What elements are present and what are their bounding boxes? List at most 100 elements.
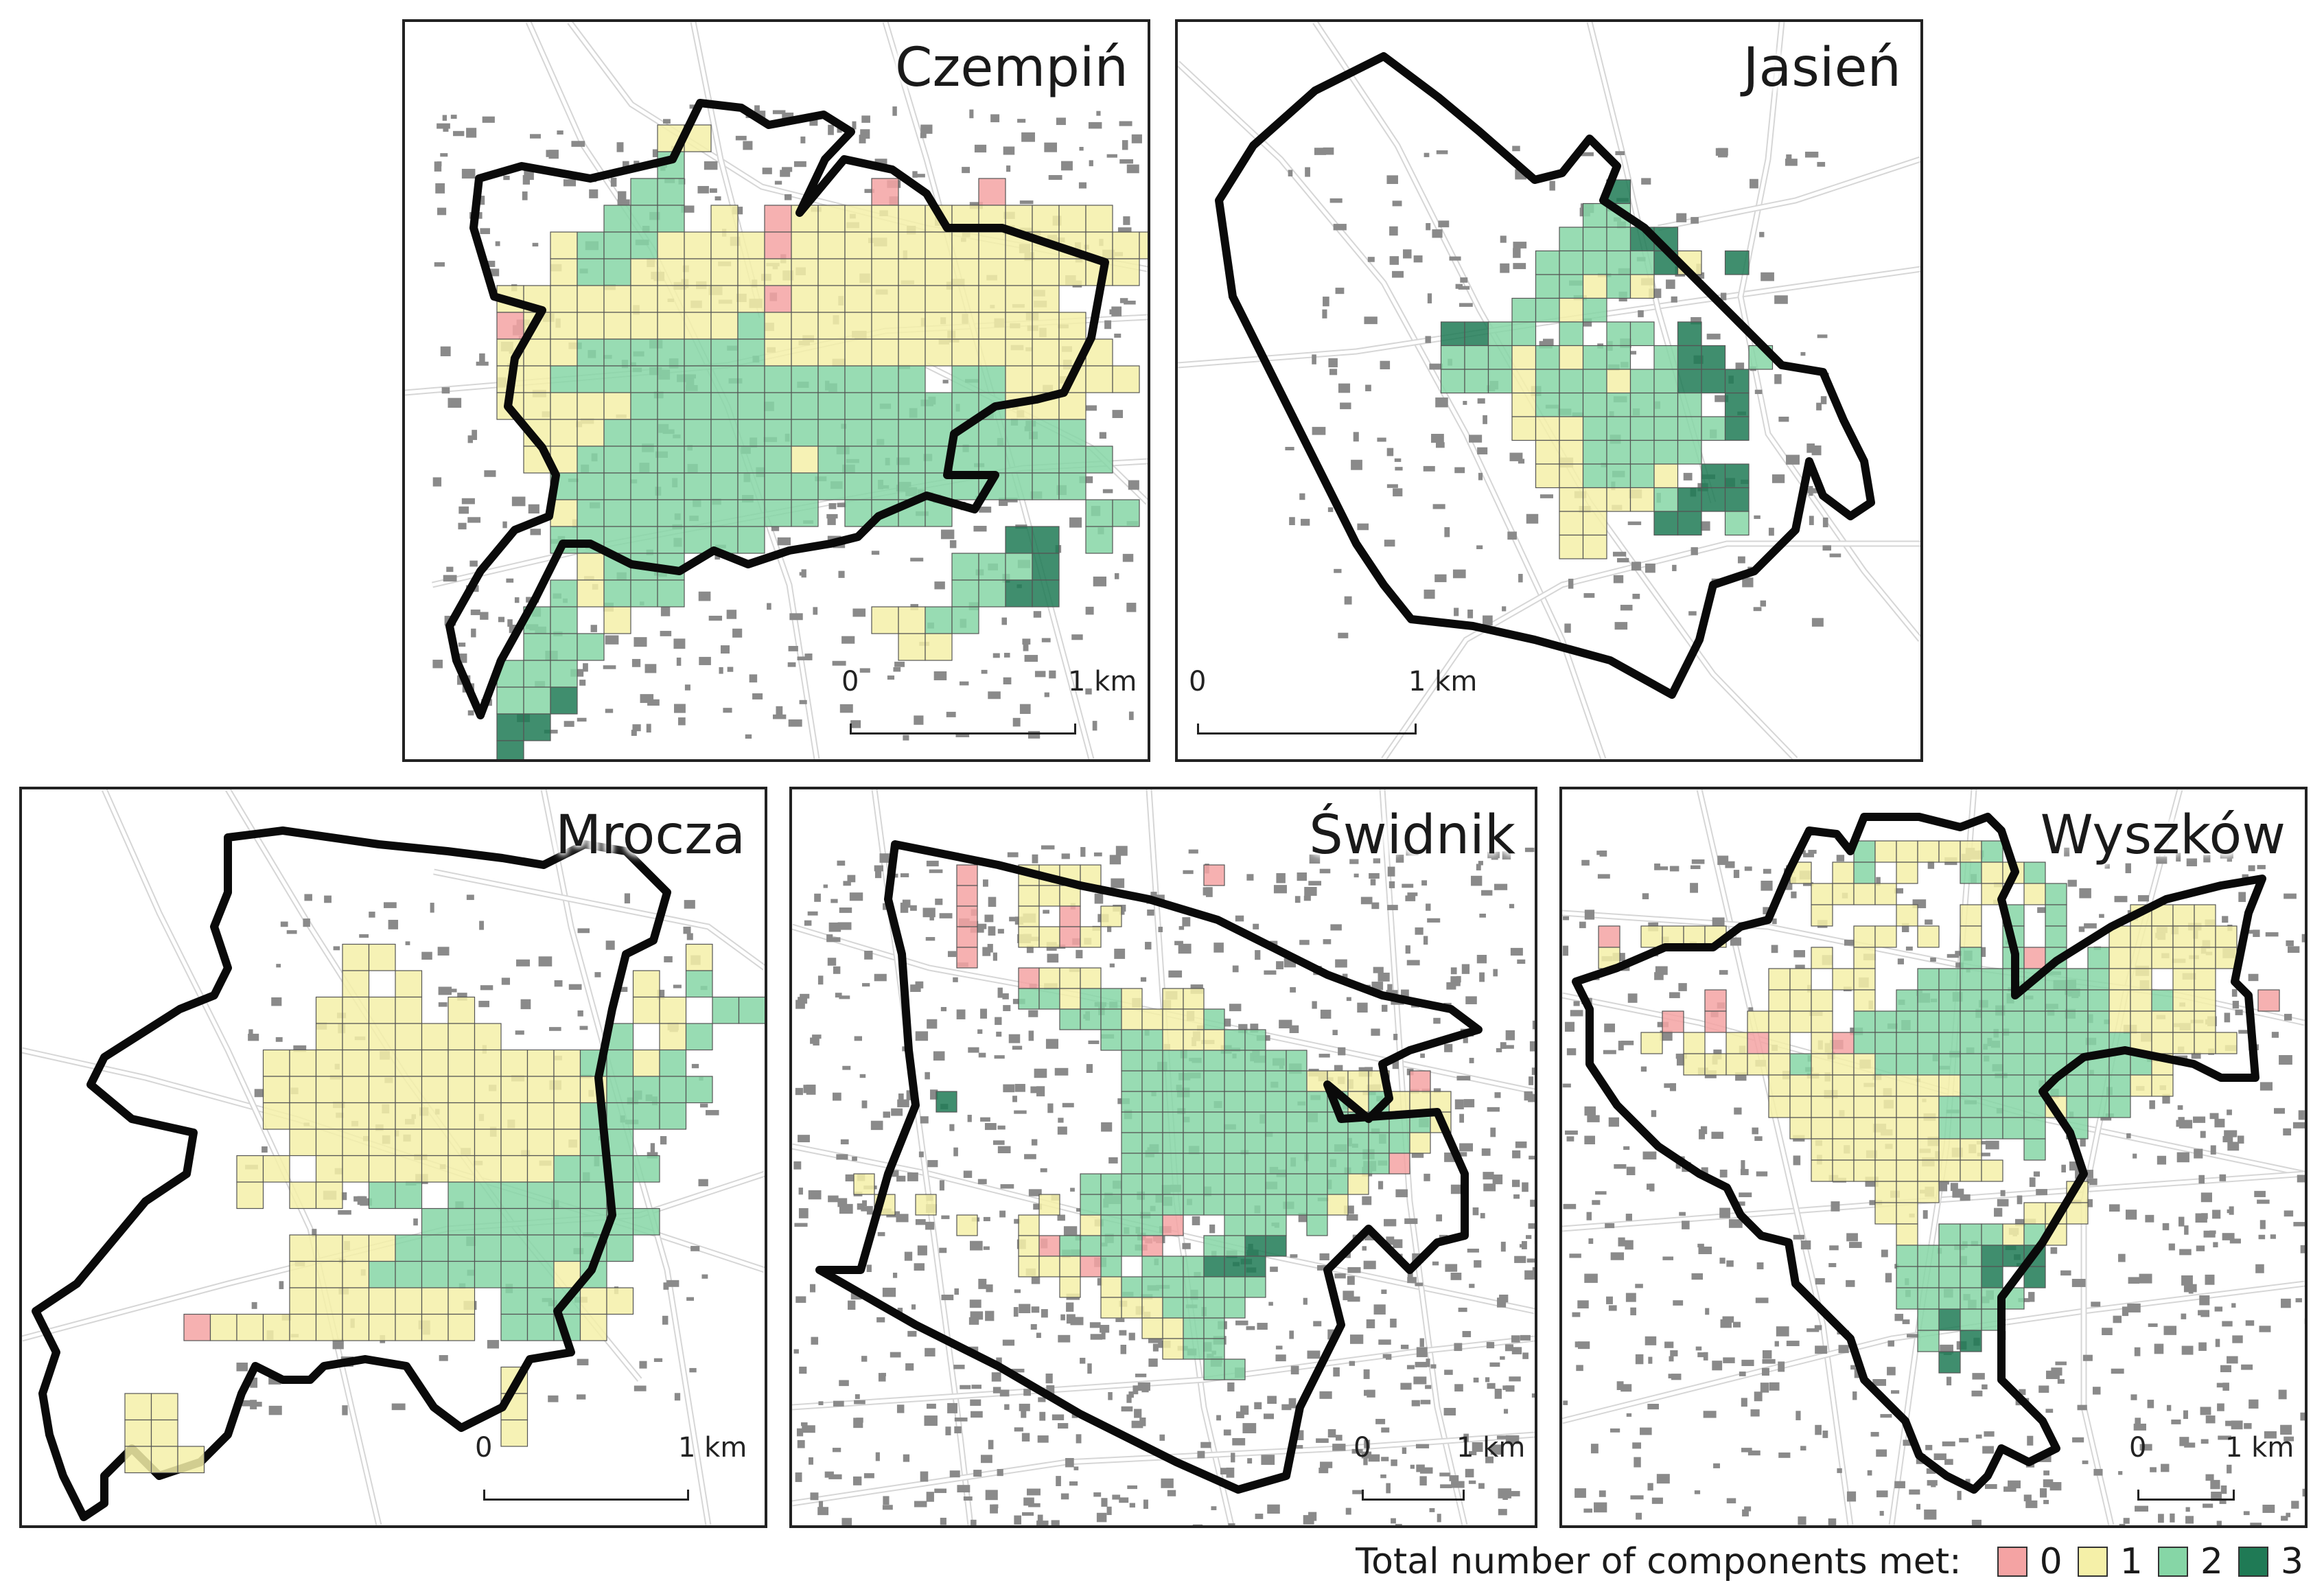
building: [1760, 1383, 1769, 1393]
grid-cell-2: [2045, 989, 2067, 1012]
building: [1713, 1463, 1720, 1468]
building: [852, 121, 857, 130]
building: [1111, 878, 1125, 888]
scale-km-label: 1 km: [1456, 1432, 1526, 1464]
grid-cell-1: [844, 258, 872, 286]
building: [1437, 1514, 1441, 1523]
grid-cell-1: [523, 365, 551, 393]
grid-cell-1: [1112, 258, 1140, 286]
grid-cell-2: [1141, 1132, 1163, 1154]
grid-cell-1: [2194, 968, 2216, 991]
building: [2149, 1100, 2155, 1109]
grid-cell-2: [657, 205, 685, 233]
building: [1980, 947, 1986, 957]
building: [1786, 154, 1792, 163]
building: [1363, 1260, 1376, 1269]
building: [1474, 1260, 1482, 1268]
building: [782, 167, 793, 172]
building: [1111, 306, 1122, 316]
building: [1429, 1508, 1435, 1512]
building: [1595, 1191, 1607, 1195]
grid-cell-2: [1896, 1010, 1918, 1033]
legend-swatch: [1997, 1547, 2027, 1577]
building: [1327, 1429, 1336, 1438]
building: [983, 879, 988, 887]
grid-cell-1: [1005, 285, 1033, 313]
grid-cell-2: [1059, 1008, 1081, 1030]
building: [1303, 1297, 1308, 1305]
grid-cell-0: [1704, 1010, 1727, 1033]
building: [1034, 1071, 1045, 1078]
building: [698, 1179, 708, 1187]
grid-cell-1: [1874, 1181, 1897, 1203]
building: [704, 161, 718, 170]
building: [2298, 1110, 2305, 1120]
building: [1675, 1053, 1687, 1059]
building: [1174, 940, 1183, 945]
building: [857, 1203, 865, 1210]
grid-cell-2: [1960, 947, 1982, 969]
grid-cell-1: [1018, 885, 1040, 907]
building: [1011, 1368, 1025, 1373]
grid-cell-3: [1724, 463, 1750, 489]
building: [2148, 1323, 2158, 1328]
grid-cell-2: [550, 579, 578, 608]
building: [1058, 1118, 1064, 1123]
building: [1669, 1356, 1674, 1362]
building: [1334, 568, 1342, 573]
grid-cell-2: [1265, 1153, 1287, 1175]
building: [1505, 1435, 1520, 1444]
building: [660, 606, 671, 616]
grid-cell-1: [1938, 1138, 1961, 1161]
grid-cell-1: [603, 606, 631, 634]
grid-cell-1: [844, 312, 872, 340]
grid-cell-3: [1724, 369, 1750, 394]
building: [1030, 1323, 1037, 1330]
building: [1461, 964, 1470, 974]
grid-cell-0: [1203, 864, 1225, 886]
building: [524, 170, 534, 181]
grid-cell-1: [1100, 1297, 1122, 1319]
building: [482, 116, 495, 123]
grid-cell-2: [2045, 904, 2067, 927]
building: [1510, 947, 1523, 956]
building: [1469, 1284, 1475, 1288]
building: [2222, 1233, 2235, 1240]
building: [1027, 730, 1041, 739]
building: [2082, 1354, 2093, 1361]
grid-cell-2: [2002, 1117, 2025, 1140]
building: [262, 1146, 268, 1153]
building: [955, 733, 970, 737]
building: [1346, 1214, 1358, 1221]
grid-cell-1: [500, 1049, 528, 1077]
grid-cell-1: [448, 1155, 476, 1183]
grid-cell-2: [1306, 1194, 1328, 1216]
town-boundary: [815, 840, 1483, 1494]
scale-km-label: 1 km: [1408, 666, 1478, 697]
building: [1119, 1497, 1129, 1503]
grid-cell-2: [630, 338, 658, 367]
grid-cell-2: [737, 312, 765, 340]
building: [1220, 1468, 1234, 1474]
building: [2297, 1175, 2305, 1183]
building: [999, 1389, 1010, 1397]
grid-cell-1: [1832, 1138, 1855, 1161]
building: [617, 191, 627, 201]
building: [421, 951, 432, 960]
building: [1691, 859, 1705, 864]
grid-cells: [183, 943, 765, 1447]
grid-cell-1: [684, 231, 712, 259]
grid-cell-2: [2023, 861, 2046, 884]
building: [2265, 932, 2279, 937]
building: [1094, 893, 1104, 904]
building: [2270, 1234, 2276, 1239]
building: [1744, 1506, 1752, 1512]
grid-cell-1: [817, 285, 846, 313]
grid-cell-2: [1582, 463, 1607, 489]
building: [1636, 1512, 1642, 1520]
building: [684, 684, 690, 691]
building: [1654, 863, 1660, 870]
building: [2170, 1513, 2175, 1523]
building: [956, 1009, 966, 1019]
grid-cell-1: [1121, 1008, 1143, 1030]
